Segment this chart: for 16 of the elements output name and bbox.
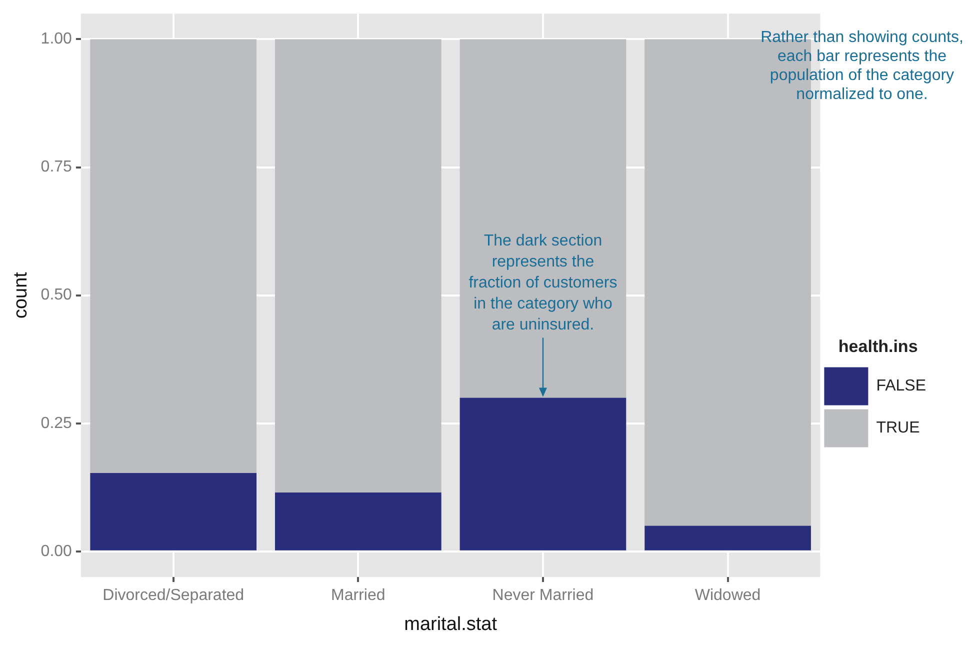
x-tick-label: Married <box>331 587 386 604</box>
y-tick-label: 0.25 <box>40 414 72 432</box>
x-tick-label: Never Married <box>492 587 594 604</box>
x-tick-label: Widowed <box>694 587 761 604</box>
legend-title: health.ins <box>838 336 918 356</box>
annotation: Rather than showing counts, each bar represents the population of the category normalized to one. <box>760 28 964 104</box>
y-axis-title: count <box>10 271 32 319</box>
legend-label: FALSE <box>876 378 926 395</box>
y-tick-label: 1.00 <box>40 30 72 48</box>
y-tick-label: 0.50 <box>40 286 72 304</box>
y-tick-label: 0.75 <box>40 158 72 176</box>
x-axis-title: marital.stat <box>404 614 498 635</box>
legend-label: TRUE <box>876 420 920 437</box>
y-tick-label: 0.00 <box>40 542 72 560</box>
x-tick-label: Divorced/Separated <box>102 587 244 604</box>
annotation: The dark section represents the fraction of customers in the category who are uninsured. <box>468 232 618 334</box>
